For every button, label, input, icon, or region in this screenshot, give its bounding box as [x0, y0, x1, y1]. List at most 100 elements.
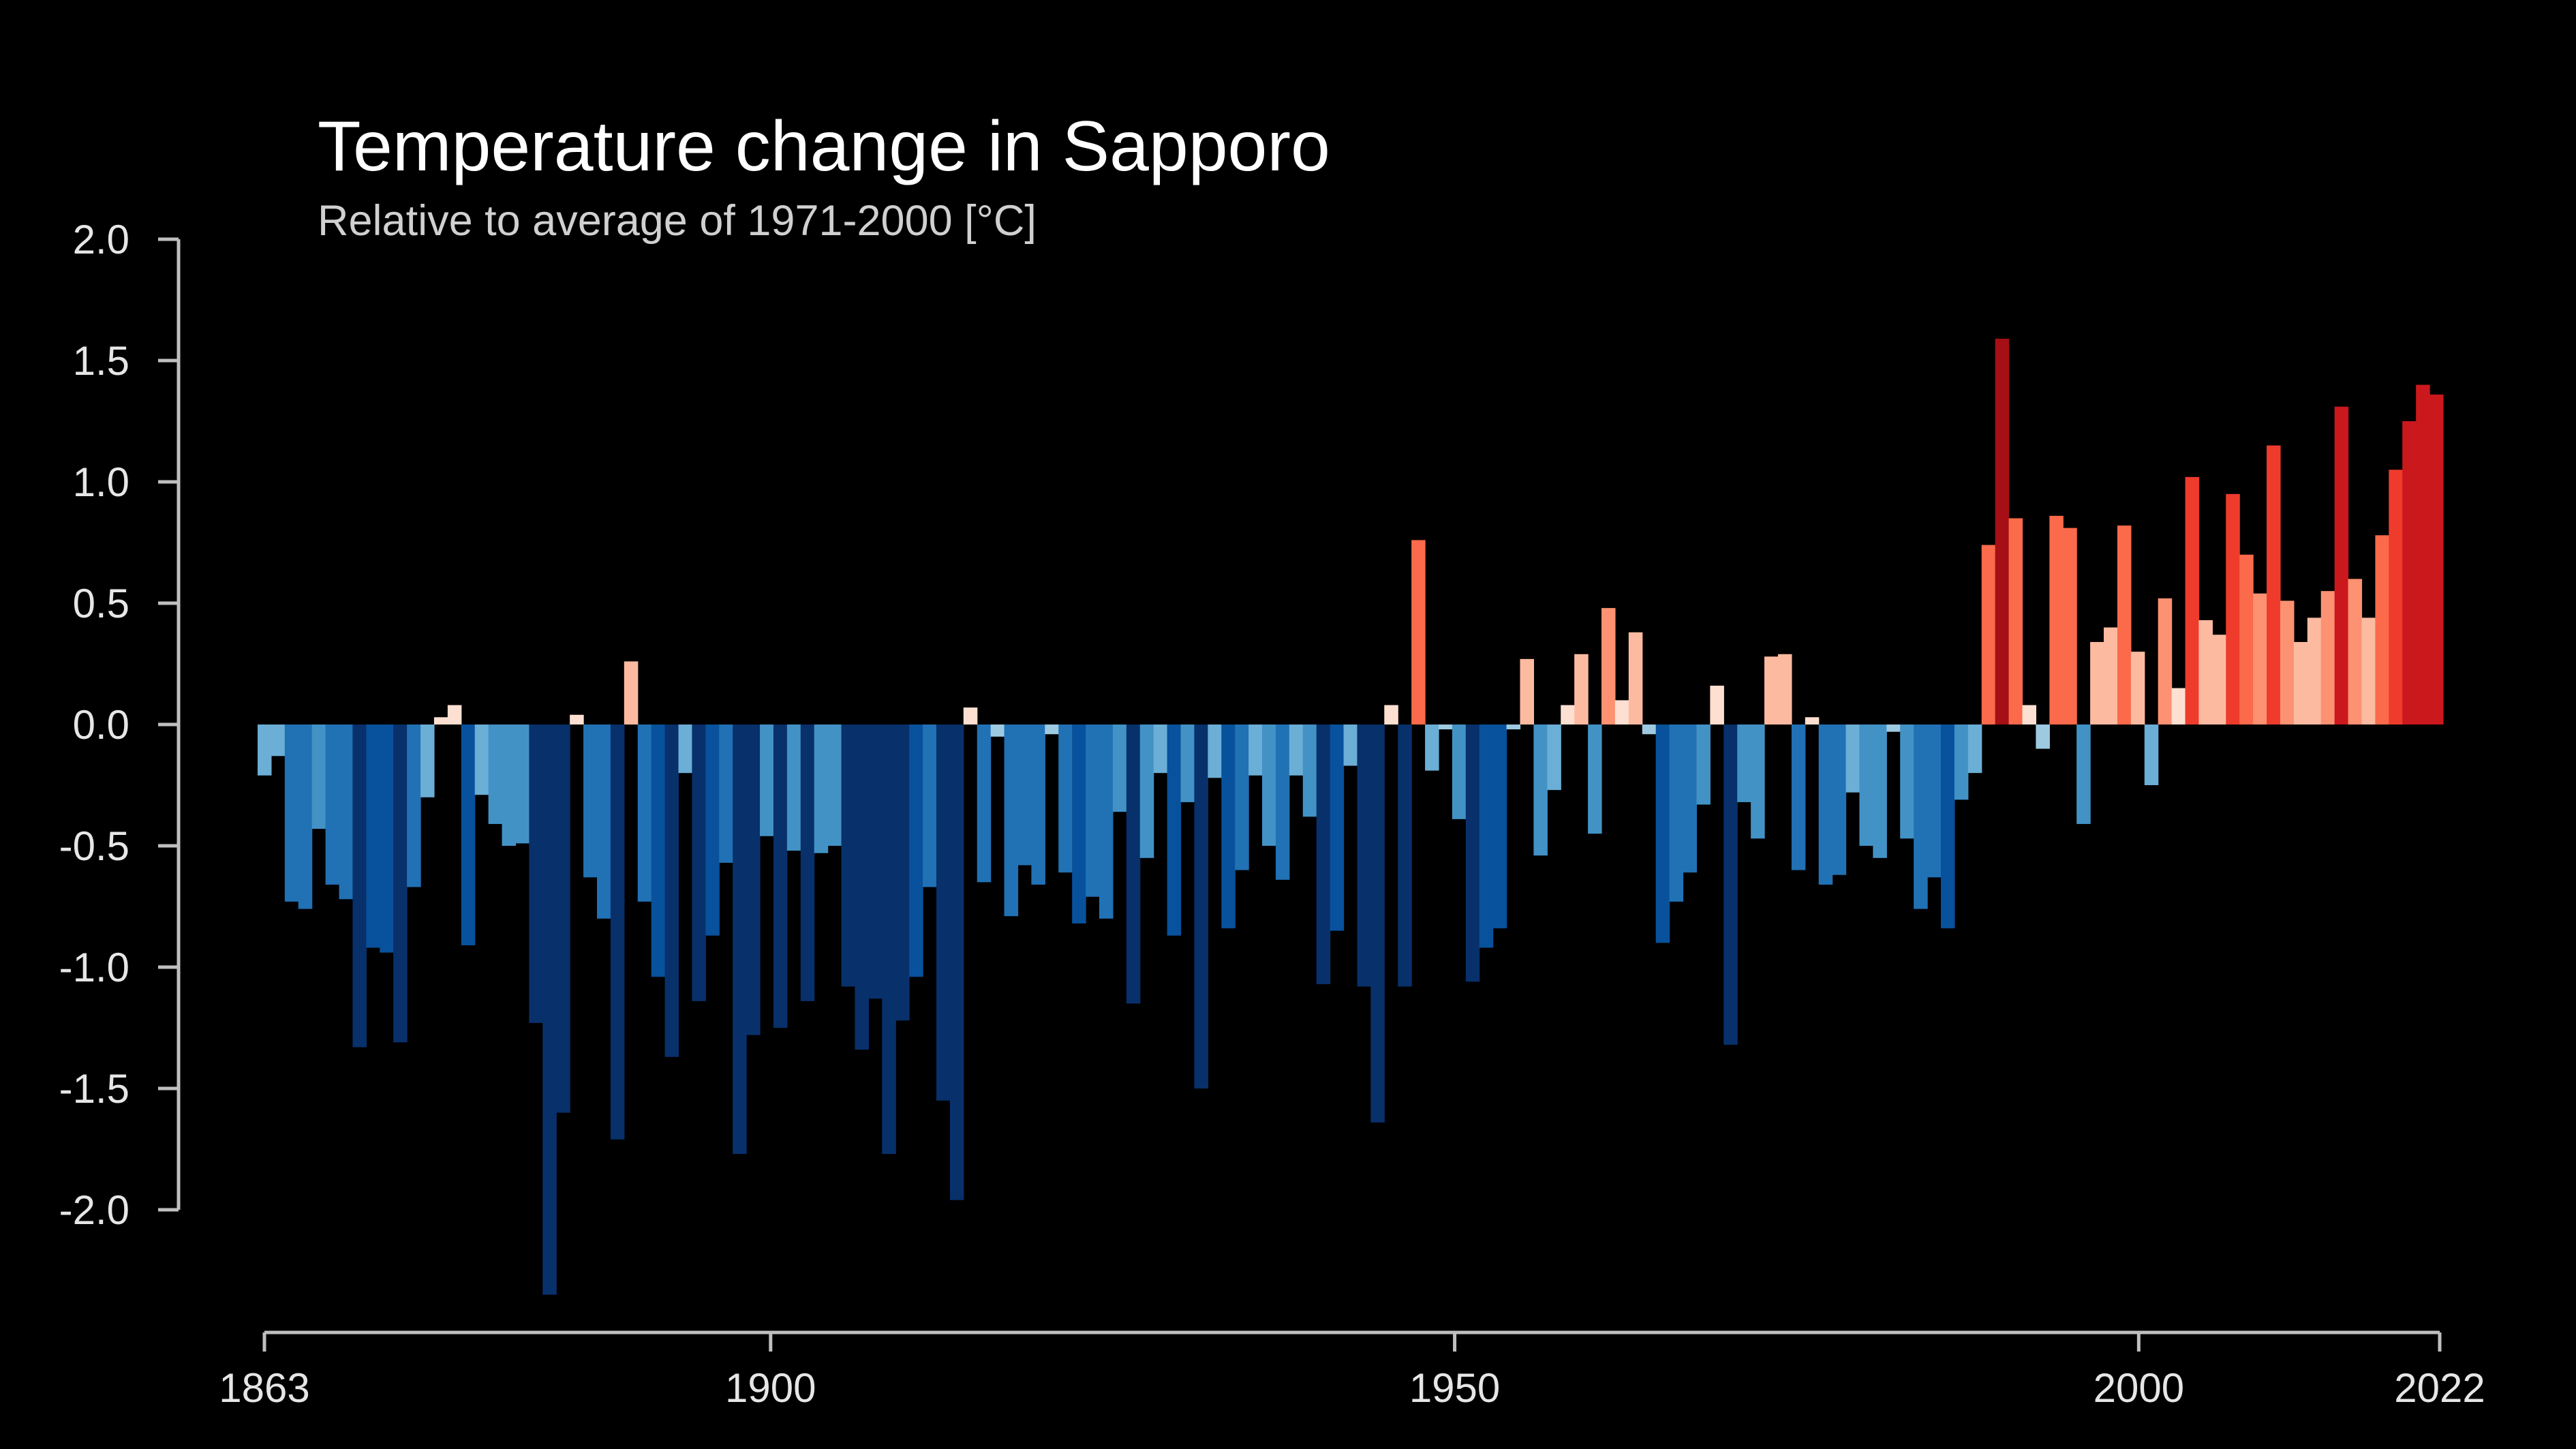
- y-tick-label: 0.5: [73, 581, 129, 626]
- bar-1924: [1086, 724, 1100, 897]
- bar-2013: [2293, 641, 2308, 724]
- bar-1908: [868, 724, 883, 999]
- bar-1865: [284, 724, 299, 902]
- bar-1871: [366, 724, 380, 948]
- bar-1979: [1832, 724, 1847, 875]
- bar-1897: [719, 724, 733, 863]
- bar-1953: [1479, 724, 1494, 948]
- bar-1991: [1995, 338, 2010, 725]
- bar-1866: [298, 724, 313, 909]
- bar-1882: [515, 724, 530, 844]
- bar-1956: [1520, 658, 1535, 724]
- bar-1950: [1438, 724, 1453, 730]
- bar-2006: [2198, 620, 2213, 724]
- bar-2001: [2130, 652, 2145, 724]
- bar-2015: [2320, 591, 2335, 724]
- bar-1958: [1547, 724, 1561, 791]
- bar-1957: [1533, 724, 1548, 856]
- bar-1942: [1330, 724, 1345, 931]
- bar-1880: [488, 724, 503, 824]
- bar-2012: [2280, 600, 2295, 724]
- bar-1971: [1723, 724, 1738, 1045]
- bar-1876: [433, 717, 448, 724]
- bar-1905: [827, 724, 842, 846]
- bar-1972: [1737, 724, 1751, 802]
- bar-1960: [1574, 654, 1589, 724]
- bar-1895: [692, 724, 706, 1001]
- bar-1879: [474, 724, 489, 795]
- bar-1944: [1357, 724, 1371, 987]
- bar-1887: [583, 724, 598, 878]
- bar-1935: [1235, 724, 1249, 870]
- bar-1965: [1642, 724, 1657, 735]
- bar-2022: [2416, 384, 2430, 724]
- bar-1928: [1139, 724, 1154, 858]
- bar-1977: [1805, 717, 1820, 724]
- bar-2003: [2158, 598, 2173, 724]
- y-tick-label: 1.5: [73, 338, 129, 384]
- bar-2014: [2307, 617, 2322, 724]
- bar-2009: [2239, 554, 2254, 724]
- bar-2018: [2361, 617, 2376, 724]
- bar-1873: [393, 724, 408, 1043]
- bar-1994: [2036, 724, 2050, 749]
- y-tick-label: 1.0: [73, 459, 129, 505]
- bar-1990: [1981, 545, 1996, 724]
- bar-1912: [923, 724, 937, 887]
- bar-1881: [502, 724, 517, 846]
- bar-1893: [664, 724, 679, 1057]
- x-tick-label: 1950: [1409, 1365, 1500, 1411]
- bar-1883: [529, 724, 543, 1023]
- y-tick-label: -1.0: [59, 945, 129, 990]
- bar-1941: [1316, 724, 1331, 984]
- bar-1974: [1764, 656, 1779, 724]
- y-tick-label: 0.0: [73, 702, 129, 748]
- y-tick-label: 2.0: [73, 217, 129, 262]
- bar-1925: [1099, 724, 1114, 919]
- bar-1964: [1628, 632, 1643, 724]
- bar-1989: [1967, 724, 1982, 774]
- bar-1952: [1465, 724, 1480, 982]
- bar-1970: [1710, 686, 1724, 724]
- bar-1868: [325, 724, 340, 885]
- bar-1955: [1506, 724, 1521, 730]
- bar-1985: [1914, 724, 1928, 909]
- bar-1874: [407, 724, 421, 887]
- bar-1913: [936, 724, 951, 1101]
- bar-1992: [2008, 518, 2023, 724]
- bar-1976: [1791, 724, 1806, 870]
- bar-1999: [2104, 627, 2118, 724]
- bar-1902: [786, 724, 801, 851]
- bar-1914: [949, 724, 964, 1200]
- bar-1898: [733, 724, 747, 1155]
- bar-1896: [705, 724, 720, 936]
- bar-2000: [2117, 525, 2132, 724]
- bar-1889: [610, 724, 625, 1140]
- bar-1885: [556, 724, 570, 1113]
- bar-1962: [1601, 608, 1616, 724]
- bar-1918: [1004, 724, 1019, 917]
- bar-1993: [2022, 705, 2037, 724]
- y-axis: 2.0 1.5 1.0 0.5 0.0 -0.5 -1.0 -1.5 -2.0: [59, 217, 181, 1233]
- bar-1916: [977, 724, 992, 883]
- bars-group: [258, 338, 2444, 1295]
- bar-2007: [2212, 635, 2226, 724]
- bar-1904: [814, 724, 829, 853]
- bar-1967: [1669, 724, 1684, 902]
- bar-1903: [800, 724, 815, 1001]
- bar-1988: [1954, 724, 1969, 800]
- bar-2017: [2348, 579, 2363, 724]
- bar-1927: [1126, 724, 1141, 1004]
- bar-1946: [1384, 705, 1398, 724]
- bar-1891: [637, 724, 652, 902]
- bar-1998: [2090, 641, 2104, 724]
- bar-1959: [1561, 705, 1575, 724]
- bar-1948: [1411, 540, 1426, 724]
- bar-1978: [1818, 724, 1833, 885]
- bar-1863: [258, 724, 272, 776]
- bar-1906: [841, 724, 856, 987]
- bar-1900: [760, 724, 774, 836]
- bar-1934: [1221, 724, 1236, 929]
- bar-1984: [1900, 724, 1914, 839]
- bar-1892: [651, 724, 666, 977]
